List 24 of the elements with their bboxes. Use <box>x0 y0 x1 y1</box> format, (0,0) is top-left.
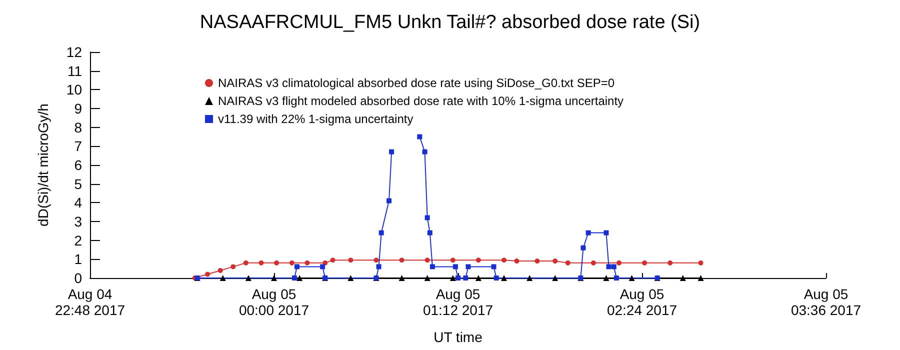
x-tick-label: Aug 05 01:12 2017 <box>422 286 494 318</box>
chart-title: NASAAFRCMUL_FM5 Unkn Tail#? absorbed dose rate (Si) <box>200 12 700 33</box>
y-tick-label: 11 <box>67 62 82 79</box>
y-tick-label: 6 <box>74 157 82 173</box>
y-tick-label: 2 <box>74 232 82 248</box>
y-tick-label: 4 <box>74 194 82 211</box>
y-tick-label: 0 <box>74 270 82 286</box>
x-tick-label: Aug 05 00:00 2017 <box>238 286 310 318</box>
y-tick-label: 1 <box>74 251 82 268</box>
x-tick-label: Aug 04 22:48 2017 <box>54 286 126 318</box>
x-axis-title: UT time <box>434 329 483 345</box>
legend-label: v11.39 with 22% 1-sigma uncertainty <box>218 112 414 126</box>
y-axis-title: dD(Si)/dt microGy/h <box>35 104 51 226</box>
legend-label: NAIRAS v3 flight modeled absorbed dose rate with 10% 1-sigma uncertainty <box>218 94 624 108</box>
x-tick-label: Aug 05 02:24 2017 <box>606 286 678 318</box>
y-tick-label: 7 <box>74 138 82 154</box>
y-tick-label: 8 <box>74 119 82 136</box>
y-tick-label: 3 <box>74 214 82 230</box>
y-tick-label: 12 <box>66 44 82 60</box>
y-tick-label: 10 <box>66 82 82 98</box>
y-tick-label: 5 <box>74 176 82 192</box>
y-tick-label: 9 <box>74 100 82 116</box>
legend-label: NAIRAS v3 climatological absorbed dose rate using SiDose_G0.txt SEP=0 <box>218 76 615 90</box>
x-tick-label: Aug 05 03:36 2017 <box>790 286 862 318</box>
